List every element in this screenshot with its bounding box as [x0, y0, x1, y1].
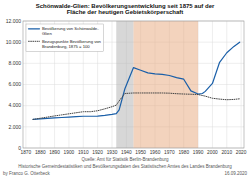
y-tick-label: 4.000 [8, 102, 21, 108]
x-tick-label: 1960 [150, 150, 161, 155]
y-tick-label: 2.000 [8, 124, 21, 130]
title: Schönwalde-Glien: Bevölkerungsentwicklun… [36, 3, 215, 16]
x-tick-label: 1930 [107, 150, 118, 155]
plot-frame [23, 21, 244, 148]
period-band [116, 21, 133, 148]
y-tick-label: 10.000 [6, 39, 22, 45]
x-tick-label: 2010 [221, 150, 232, 155]
legend-label: Bevölkerung von Schönwalde-Glien [42, 26, 99, 36]
x-tick-label: 1970 [164, 150, 175, 155]
annotation: by Franco G. Otterbeck [3, 171, 51, 176]
grid-line [241, 21, 242, 148]
x-tick-label: 2020 [236, 150, 247, 155]
annotation: 16.09.2020 [224, 171, 247, 176]
x-tick-label: 1940 [121, 150, 132, 155]
annotation: Historische Gemeindestatistiken und Bevö… [18, 164, 232, 169]
grid-line [226, 21, 227, 148]
legend: Bevölkerung von Schönwalde-Glien Bezugspu… [26, 24, 103, 52]
grid-line [111, 21, 112, 148]
x-tick-label: 1920 [92, 150, 103, 155]
y-tick-label: 8.000 [8, 60, 21, 66]
axes: 02.0004.0006.0008.00010.00012.0001870188… [6, 18, 247, 155]
legend-handle [29, 28, 40, 29]
x-tick-label: 2000 [207, 150, 218, 155]
x-tick-label: 1980 [178, 150, 189, 155]
footer: Quelle: Amt für Statistik Berlin-Branden… [3, 157, 247, 176]
x-tick-label: 1910 [78, 150, 89, 155]
x-tick-label: 1870 [21, 150, 32, 155]
legend-handle [29, 41, 40, 42]
annotation: Quelle: Amt für Statistik Berlin-Branden… [81, 157, 169, 162]
x-tick-label: 1880 [35, 150, 46, 155]
y-tick-label: 6.000 [8, 81, 21, 87]
legend-label: Bezugspunkte Bevölkerung vonBrandenburg,… [42, 39, 102, 49]
y-tick-label: 12.000 [6, 18, 22, 24]
grid [23, 21, 244, 148]
chart: Schönwalde-Glien: Bevölkerungsentwicklun… [0, 0, 250, 177]
x-tick-label: 1890 [49, 150, 60, 155]
x-tick-label: 1950 [135, 150, 146, 155]
x-tick-label: 1990 [193, 150, 204, 155]
series-line [33, 42, 240, 119]
legend-box [26, 24, 103, 52]
plot-area [33, 21, 240, 148]
series-line [33, 93, 240, 119]
x-tick-label: 1900 [64, 150, 75, 155]
period-band [134, 21, 199, 148]
